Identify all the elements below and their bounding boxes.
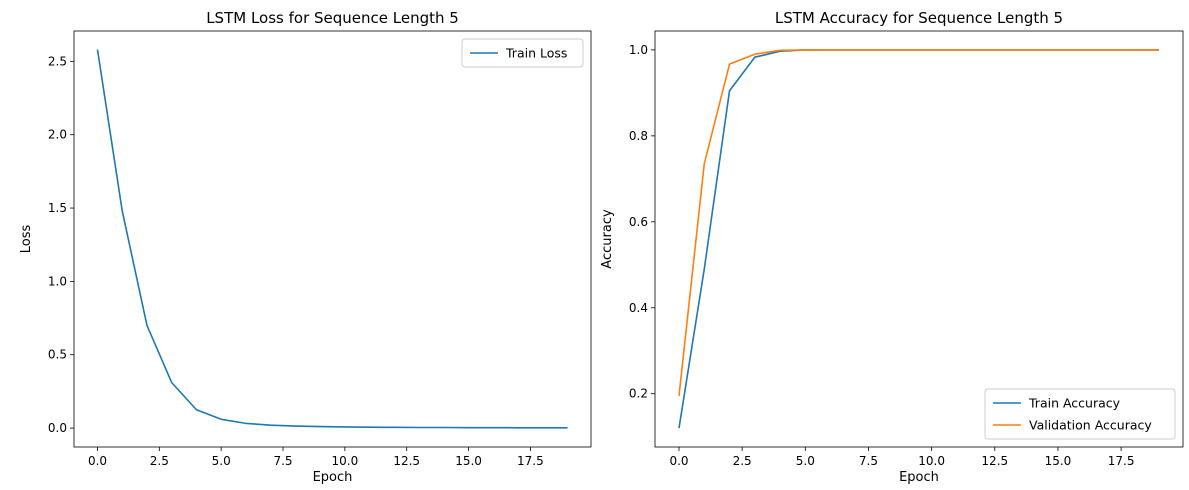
x-tick-label: 10.0 <box>918 454 945 468</box>
series-line-validation-accuracy <box>678 49 1159 396</box>
legend-label: Validation Accuracy <box>1029 418 1152 433</box>
y-tick-label: 0.5 <box>48 348 67 362</box>
y-tick-label: 0.8 <box>629 129 648 143</box>
plot-frame <box>654 30 1184 448</box>
y-axis-label: Accuracy <box>600 209 615 269</box>
chart-1: 0.0 2.5 5.0 7.5 10.0 12.5 15.0 17.5 0.0 0.5 1.0 1.5… <box>19 9 592 485</box>
legend-box <box>984 388 1176 440</box>
y-tick-label: 0.2 <box>629 387 648 401</box>
legend-label: Train Accuracy <box>1028 396 1121 411</box>
x-tick-label: 2.5 <box>150 454 169 468</box>
x-tick-label: 7.5 <box>273 454 292 468</box>
chart-title: LSTM Loss for Sequence Length 5 <box>206 9 459 27</box>
y-tick-label: 1.0 <box>629 43 648 57</box>
x-tick-label: 7.5 <box>859 454 878 468</box>
y-axis-label: Loss <box>19 225 34 254</box>
x-tick-label: 0.0 <box>669 454 688 468</box>
y-tick-label: 0.4 <box>629 301 648 315</box>
x-tick-label: 17.5 <box>1108 454 1135 468</box>
x-tick-label: 12.5 <box>393 454 420 468</box>
x-tick-label: 10.0 <box>332 454 359 468</box>
chart-title: LSTM Accuracy for Sequence Length 5 <box>775 9 1063 27</box>
x-tick-label: 15.0 <box>1045 454 1072 468</box>
x-tick-label: 15.0 <box>455 454 482 468</box>
x-tick-label: 12.5 <box>981 454 1008 468</box>
x-tick-label: 2.5 <box>733 454 752 468</box>
y-tick-label: 0.6 <box>629 215 648 229</box>
x-tick-label: 17.5 <box>517 454 544 468</box>
y-tick-label: 0.0 <box>48 421 67 435</box>
legend: Train Loss <box>461 38 584 68</box>
x-axis-label: Epoch <box>899 470 939 485</box>
x-tick-label: 5.0 <box>212 454 231 468</box>
plot-frame <box>73 30 592 448</box>
y-tick-label: 2.0 <box>48 128 67 142</box>
x-tick-label: 5.0 <box>796 454 815 468</box>
legend: Train Accuracy Validation Accuracy <box>984 388 1176 440</box>
series-line-train-loss <box>96 49 568 429</box>
legend-box <box>461 38 584 68</box>
legend-label: Train Loss <box>505 46 567 61</box>
x-tick-label: 0.0 <box>88 454 107 468</box>
y-tick-label: 2.5 <box>48 54 67 68</box>
x-axis-label: Epoch <box>313 470 353 485</box>
y-tick-label: 1.0 <box>48 274 67 288</box>
y-tick-label: 1.5 <box>48 201 67 215</box>
chart-2: 0.0 2.5 5.0 7.5 10.0 12.5 15.0 17.5 0.2 0.4 0.6 0.8… <box>600 9 1184 485</box>
